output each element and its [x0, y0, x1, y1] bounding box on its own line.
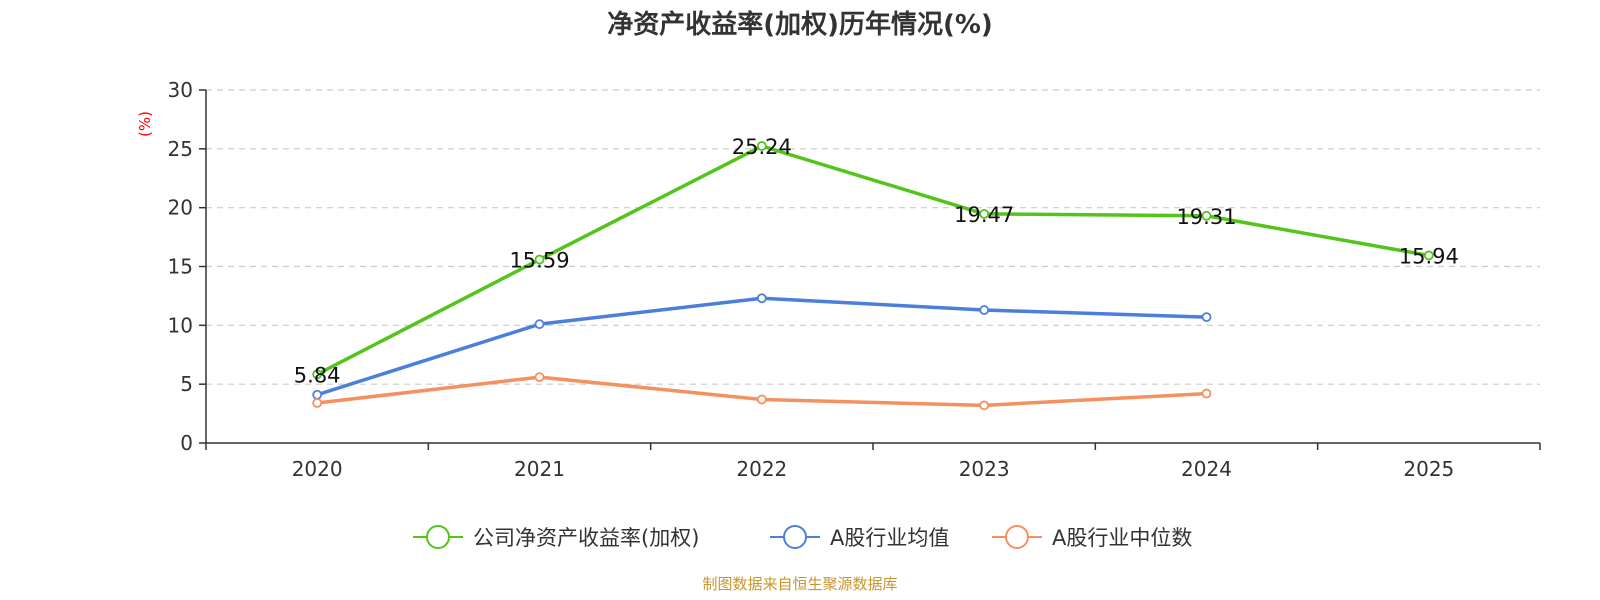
point-2-2022 — [756, 394, 767, 405]
point-0-2025 — [1423, 250, 1434, 261]
point-1-2023 — [979, 305, 990, 315]
data-label-2024: 19.31 — [1176, 205, 1236, 229]
x-tick-label-2022: 2022 — [736, 457, 787, 481]
y-tick-label-5: 5 — [180, 372, 193, 396]
data-label-2022: 25.24 — [732, 135, 792, 159]
data-label-2021: 15.59 — [509, 249, 569, 273]
series-line-1 — [316, 296, 1207, 397]
point-1-2024 — [1201, 312, 1212, 322]
point-2-2024 — [1201, 388, 1212, 399]
x-tick-label-2025: 2025 — [1403, 457, 1454, 481]
y-tick-label-15: 15 — [168, 255, 193, 279]
y-axis-label: (%) — [136, 111, 154, 137]
grid-lines — [206, 89, 1540, 385]
y-tick-label-25: 25 — [168, 137, 193, 161]
point-2-2023 — [979, 400, 990, 411]
legend-label-1: A股行业均值 — [830, 526, 949, 550]
series-lines — [312, 141, 1434, 411]
legend-marker-0 — [426, 525, 450, 549]
legend: 公司净资产收益率(加权) A股行业均值 A股行业中位数 — [413, 525, 1192, 550]
data-label-2020: 5.84 — [294, 363, 341, 387]
point-1-2021 — [534, 319, 545, 330]
point-0-2020 — [312, 369, 323, 380]
y-tick-label-10: 10 — [168, 313, 193, 337]
x-tick-label-2024: 2024 — [1181, 457, 1232, 481]
point-2-2021 — [534, 372, 545, 383]
legend-marker-2 — [1005, 525, 1029, 549]
source-note: 制图数据来自恒生聚源数据库 — [702, 575, 897, 593]
x-tick-label-2023: 2023 — [959, 457, 1010, 481]
point-0-2024 — [1201, 210, 1212, 221]
point-0-2022 — [756, 141, 767, 151]
legend-marker-1 — [783, 525, 807, 549]
x-tick-label-2021: 2021 — [514, 457, 565, 481]
series-line-0 — [316, 144, 1430, 376]
y-tick-label-20: 20 — [168, 196, 193, 220]
chart-title: 净资产收益率(加权)历年情况(%) — [607, 9, 993, 40]
data-label-2025: 15.94 — [1399, 244, 1459, 268]
point-1-2022 — [756, 293, 767, 304]
point-1-2020 — [312, 389, 323, 400]
legend-label-2: A股行业中位数 — [1052, 526, 1192, 550]
data-label-2023: 19.47 — [954, 203, 1014, 227]
point-0-2021 — [534, 254, 545, 265]
y-tick-label-0: 0 — [180, 431, 193, 455]
point-0-2023 — [979, 209, 990, 219]
point-2-2020 — [312, 398, 323, 408]
data-labels: 5.84 15.59 25.24 19.47 19.31 15.94 — [294, 135, 1459, 387]
legend-label-0: 公司净资产收益率(加权) — [473, 526, 699, 550]
y-tick-label-30: 30 — [168, 78, 193, 102]
x-tick-label-2020: 2020 — [292, 457, 343, 481]
